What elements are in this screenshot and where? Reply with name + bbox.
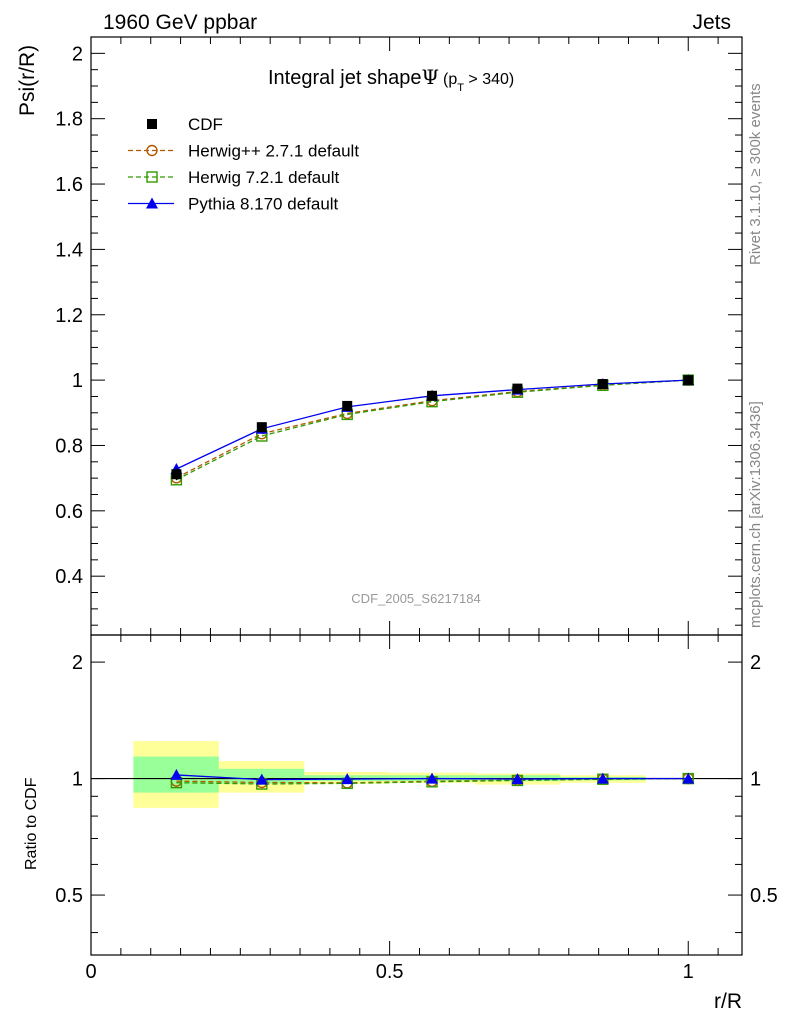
x-tick-label: 0 <box>85 961 96 983</box>
legend-label: Pythia 8.170 default <box>188 195 339 214</box>
y-tick-label: 2 <box>72 43 83 65</box>
axis-ticks <box>90 37 742 955</box>
ratio-tick-label: 1 <box>750 769 761 791</box>
ratio-point <box>511 773 524 785</box>
ratio-point <box>596 772 609 784</box>
y-tick-label: 0.6 <box>55 501 83 523</box>
data-point <box>171 469 182 480</box>
legend-label: Herwig++ 2.7.1 default <box>188 142 359 161</box>
ratio-series <box>170 768 695 790</box>
y-tick-label: 1.6 <box>55 174 83 196</box>
rivet-label: Rivet 3.1.10, ≥ 300k events <box>747 83 764 265</box>
plot-title-text: Integral jet shape <box>268 67 421 89</box>
ratio-tick-label: 2 <box>72 652 83 674</box>
y-tick-label: 0.8 <box>55 435 83 457</box>
x-tick-label: 1 <box>683 961 694 983</box>
legend-marker <box>146 197 158 209</box>
y-tick-label: 1.4 <box>55 239 83 261</box>
ratio-tick-label: 2 <box>750 652 761 674</box>
y-tick-label: 0.4 <box>55 566 83 588</box>
y-tick-label: 1 <box>72 370 83 392</box>
legend-marker <box>146 144 158 157</box>
main-series <box>170 374 695 486</box>
legend-label: CDF <box>188 115 223 134</box>
data-point <box>683 375 694 386</box>
ratio-y-axis-label: Ratio to CDF <box>23 777 40 870</box>
plot-title-tail: > 340) <box>464 71 514 88</box>
header-energy: 1960 GeV ppbar <box>103 11 257 34</box>
legend: CDF Herwig++ 2.7.1 default Herwig 7.2.1 de… <box>128 115 359 214</box>
ratio-tick-label: 1 <box>72 769 83 791</box>
ratio-point <box>682 772 695 784</box>
ratio-point <box>341 773 354 785</box>
data-point <box>597 379 608 390</box>
ratio-bands <box>91 741 742 808</box>
x-axis-label: r/R <box>714 990 742 1013</box>
data-point <box>427 390 438 401</box>
y-tick-label: 1.8 <box>55 109 83 131</box>
data-point <box>256 422 267 433</box>
y-tick-label: 1.2 <box>55 305 83 327</box>
plot-title-suffix: (p <box>443 71 457 88</box>
ratio-panel-frame <box>90 634 743 956</box>
legend-marker <box>147 119 157 129</box>
plot-title-sub: T <box>457 82 464 94</box>
data-point <box>512 383 523 394</box>
plot-title: Integral jet shapeΨ (pT > 340) <box>268 65 514 94</box>
mcplots-label: mcplots.cern.ch [arXiv:1306.3436] <box>747 401 764 628</box>
tick-labels: 0.4 0.6 0.8 1 1.2 1.4 1.6 1.8 2 0 0.5 1 0.5 0.5 1 1 2 2 <box>55 43 778 983</box>
x-tick-label: 0.5 <box>376 961 404 983</box>
legend-label: Herwig 7.2.1 default <box>188 168 339 187</box>
y-axis-label: Psi(r/R) <box>16 45 39 116</box>
plot-title-symbol: Ψ <box>421 65 439 89</box>
ratio-point <box>255 773 268 785</box>
legend-marker <box>146 171 158 183</box>
analysis-id: CDF_2005_S6217184 <box>351 591 480 606</box>
header-process: Jets <box>692 11 731 34</box>
data-point <box>342 400 353 411</box>
ratio-tick-label: 0.5 <box>750 885 778 907</box>
ratio-point <box>426 772 439 784</box>
ratio-tick-label: 0.5 <box>55 885 83 907</box>
ratio-point <box>170 768 183 780</box>
